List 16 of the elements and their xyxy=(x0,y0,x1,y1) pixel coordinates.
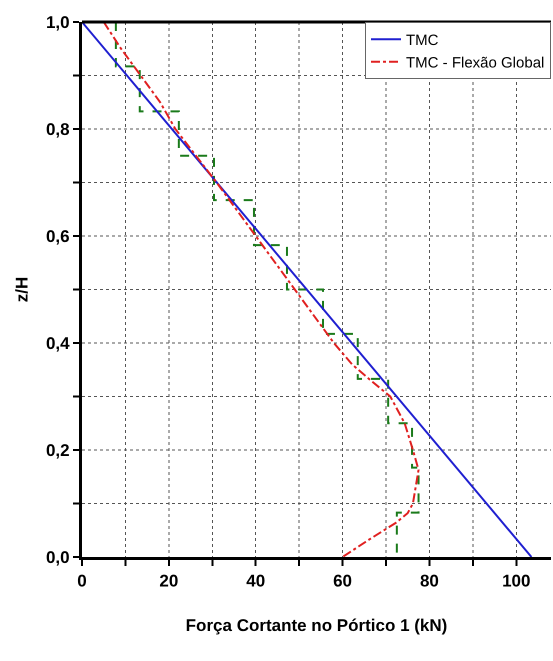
x-tick-label: 100 xyxy=(502,571,530,590)
x-axis-title: Força Cortante no Pórtico 1 (kN) xyxy=(186,616,448,635)
x-tick-label: 80 xyxy=(420,571,439,590)
x-tick-label: 40 xyxy=(246,571,266,590)
y-tick-label: 0,4 xyxy=(46,334,70,353)
y-tick-label: 0,0 xyxy=(46,548,70,567)
y-tick-label: 0,2 xyxy=(46,440,70,460)
y-tick-label: 0,8 xyxy=(46,120,70,139)
y-tick-label: 1,0 xyxy=(46,12,70,32)
x-tick-label: 60 xyxy=(333,571,352,590)
y-axis-title: z/H xyxy=(12,276,32,302)
y-tick-label: 0,6 xyxy=(46,226,70,246)
legend-label: TMC - Flexão Global xyxy=(406,54,544,72)
x-tick-label: 0 xyxy=(77,571,87,590)
legend-label: TMC xyxy=(406,32,439,50)
x-tick-label: 20 xyxy=(159,571,178,590)
